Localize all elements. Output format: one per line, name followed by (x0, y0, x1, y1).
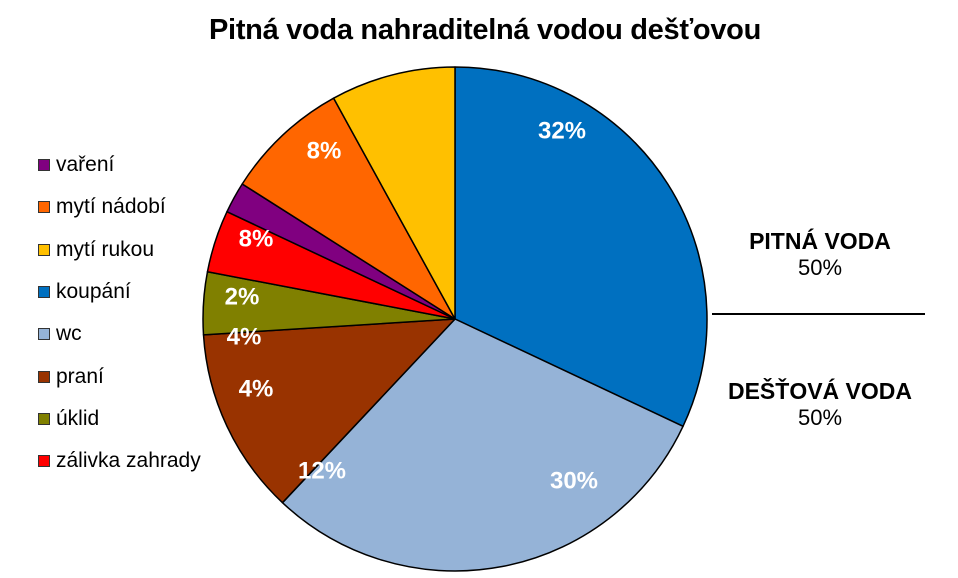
drinking-water-annotation: PITNÁ VODA 50% (708, 228, 932, 281)
drinking-water-label: PITNÁ VODA (749, 228, 891, 254)
rain-water-annotation: DEŠŤOVÁ VODA 50% (708, 378, 932, 431)
slice-label-praní: 12% (298, 457, 346, 484)
legend-item: praní (38, 355, 201, 397)
legend-label: mytí nádobí (56, 195, 166, 219)
legend-item: zálivka zahrady (38, 440, 201, 482)
pie-slices (202, 66, 708, 572)
legend-swatch (38, 328, 50, 341)
slice-label-vaření: 2% (225, 283, 260, 310)
chart-title: Pitná voda nahraditelná vodou dešťovou (209, 14, 761, 46)
legend-item: koupání (38, 271, 201, 313)
legend-label: zálivka zahrady (56, 449, 201, 473)
legend-label: praní (56, 364, 104, 388)
legend-label: koupání (56, 280, 131, 304)
legend-swatch (38, 201, 50, 214)
annotation-divider (712, 313, 925, 315)
rain-water-percent: 50% (797, 405, 843, 430)
slice-label-mytí-nádobí: 8% (239, 225, 274, 252)
legend-label: wc (56, 322, 82, 346)
slice-label-mytí-rukou: 8% (307, 137, 342, 164)
legend-swatch (38, 243, 50, 256)
slice-label-wc: 30% (550, 467, 598, 494)
pie-slice-labels: 32% 30% 12% 4% 4% 2% 8% 8% (225, 117, 598, 494)
legend-swatch (38, 286, 50, 299)
pie-slice-koupání (454, 66, 708, 428)
slice-label-koupání: 32% (538, 117, 586, 144)
legend-item: úklid (38, 398, 201, 440)
pie-slice-mytí-nádobí (241, 97, 456, 320)
rain-water-label: DEŠŤOVÁ VODA (727, 378, 913, 404)
legend-label: vaření (56, 153, 115, 177)
legend-swatch (38, 159, 50, 172)
legend-item: vaření (38, 144, 201, 186)
legend-swatch (38, 370, 50, 383)
legend: vaření mytí nádobí mytí rukou koupání wc pran… (38, 144, 201, 482)
legend-label: úklid (56, 406, 100, 430)
pie-slice-praní (202, 318, 456, 504)
slice-label-úklid: 4% (239, 375, 274, 402)
pie-slice-wc (281, 318, 684, 572)
slice-label-zálivka-zahrady: 4% (227, 323, 262, 350)
pie-slice-mytí-rukou (332, 66, 456, 320)
drinking-water-percent: 50% (797, 255, 843, 280)
legend-item: mytí nádobí (38, 186, 201, 228)
legend-swatch (38, 455, 50, 468)
legend-item: mytí rukou (38, 229, 201, 271)
legend-label: mytí rukou (56, 237, 155, 261)
legend-swatch (38, 412, 50, 425)
legend-item: wc (38, 313, 201, 355)
